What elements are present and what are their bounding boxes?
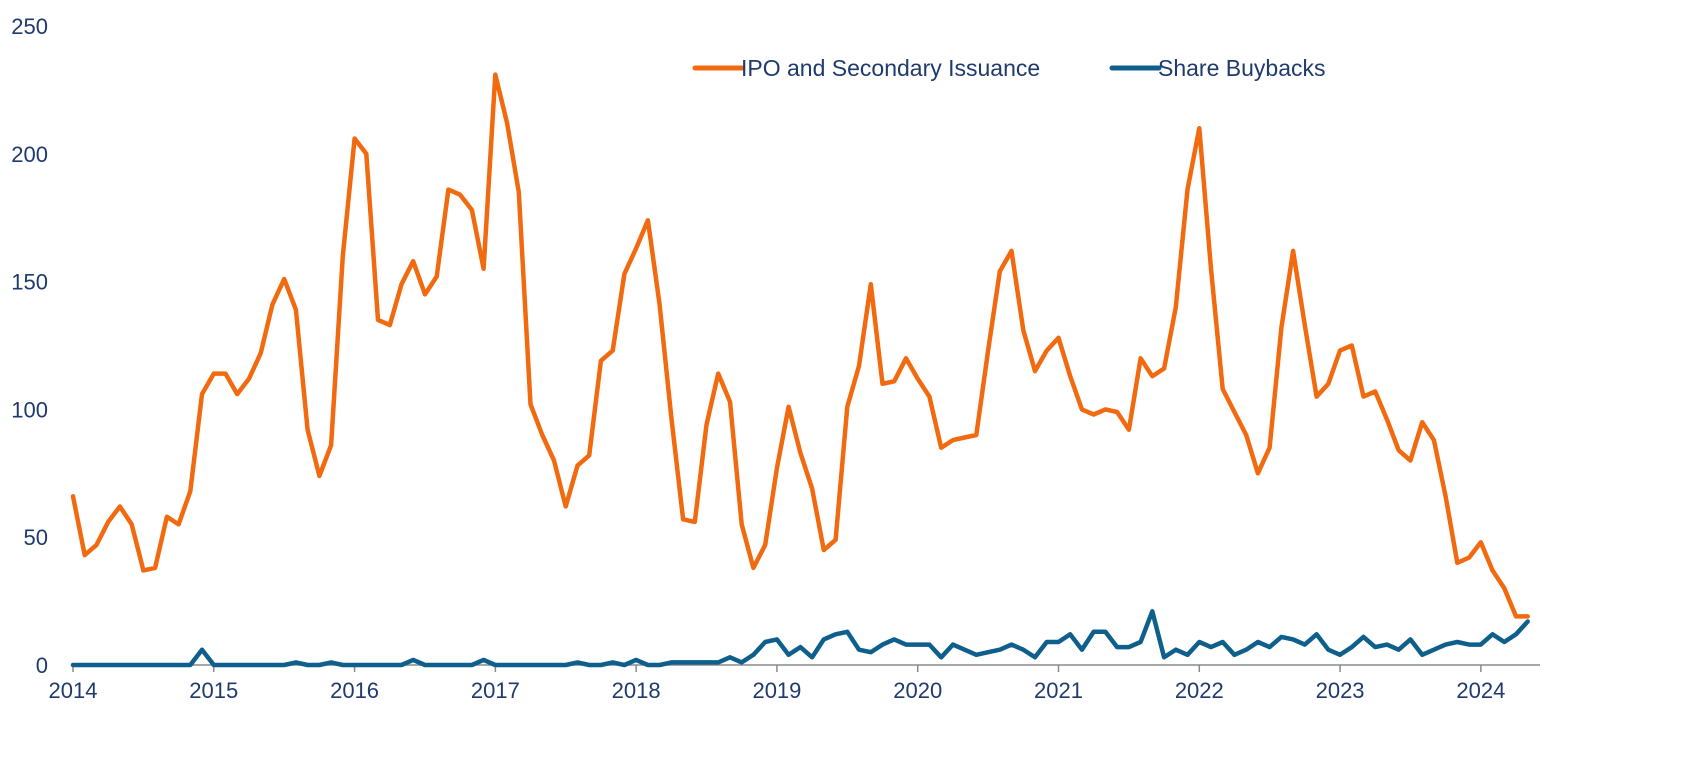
y-tick-label: 100 — [11, 397, 48, 422]
legend-label: Share Buybacks — [1158, 55, 1325, 81]
x-axis-ticks: 2014 2015 2016 2017 2018 2019 2020 2021 2022 2023… — [49, 665, 1505, 703]
x-tick-label: 2020 — [893, 678, 942, 703]
y-tick-label: 50 — [24, 525, 48, 550]
x-tick-label: 2022 — [1175, 678, 1224, 703]
series-lines — [70, 72, 1530, 668]
y-tick-label: 0 — [36, 653, 48, 678]
y-tick-label: 250 — [11, 14, 48, 39]
x-tick-label: 2015 — [189, 678, 238, 703]
x-tick-label: 2019 — [752, 678, 801, 703]
legend-label: IPO and Secondary Issuance — [741, 55, 1040, 81]
x-tick-label: 2024 — [1456, 678, 1505, 703]
legend: IPO and Secondary Issuance Share Buybacks — [692, 55, 1325, 81]
series-line-1 — [70, 609, 1530, 668]
x-tick-label: 2017 — [471, 678, 520, 703]
y-tick-label: 200 — [11, 142, 48, 167]
x-tick-label: 2014 — [49, 678, 98, 703]
y-axis-ticks: 0 50 100 150 200 250 — [11, 14, 48, 678]
x-tick-label: 2023 — [1316, 678, 1365, 703]
x-tick-label: 2018 — [612, 678, 661, 703]
x-tick-label: 2021 — [1034, 678, 1083, 703]
y-tick-label: 150 — [11, 270, 48, 295]
x-tick-label: 2016 — [330, 678, 379, 703]
series-line-0 — [70, 72, 1530, 619]
